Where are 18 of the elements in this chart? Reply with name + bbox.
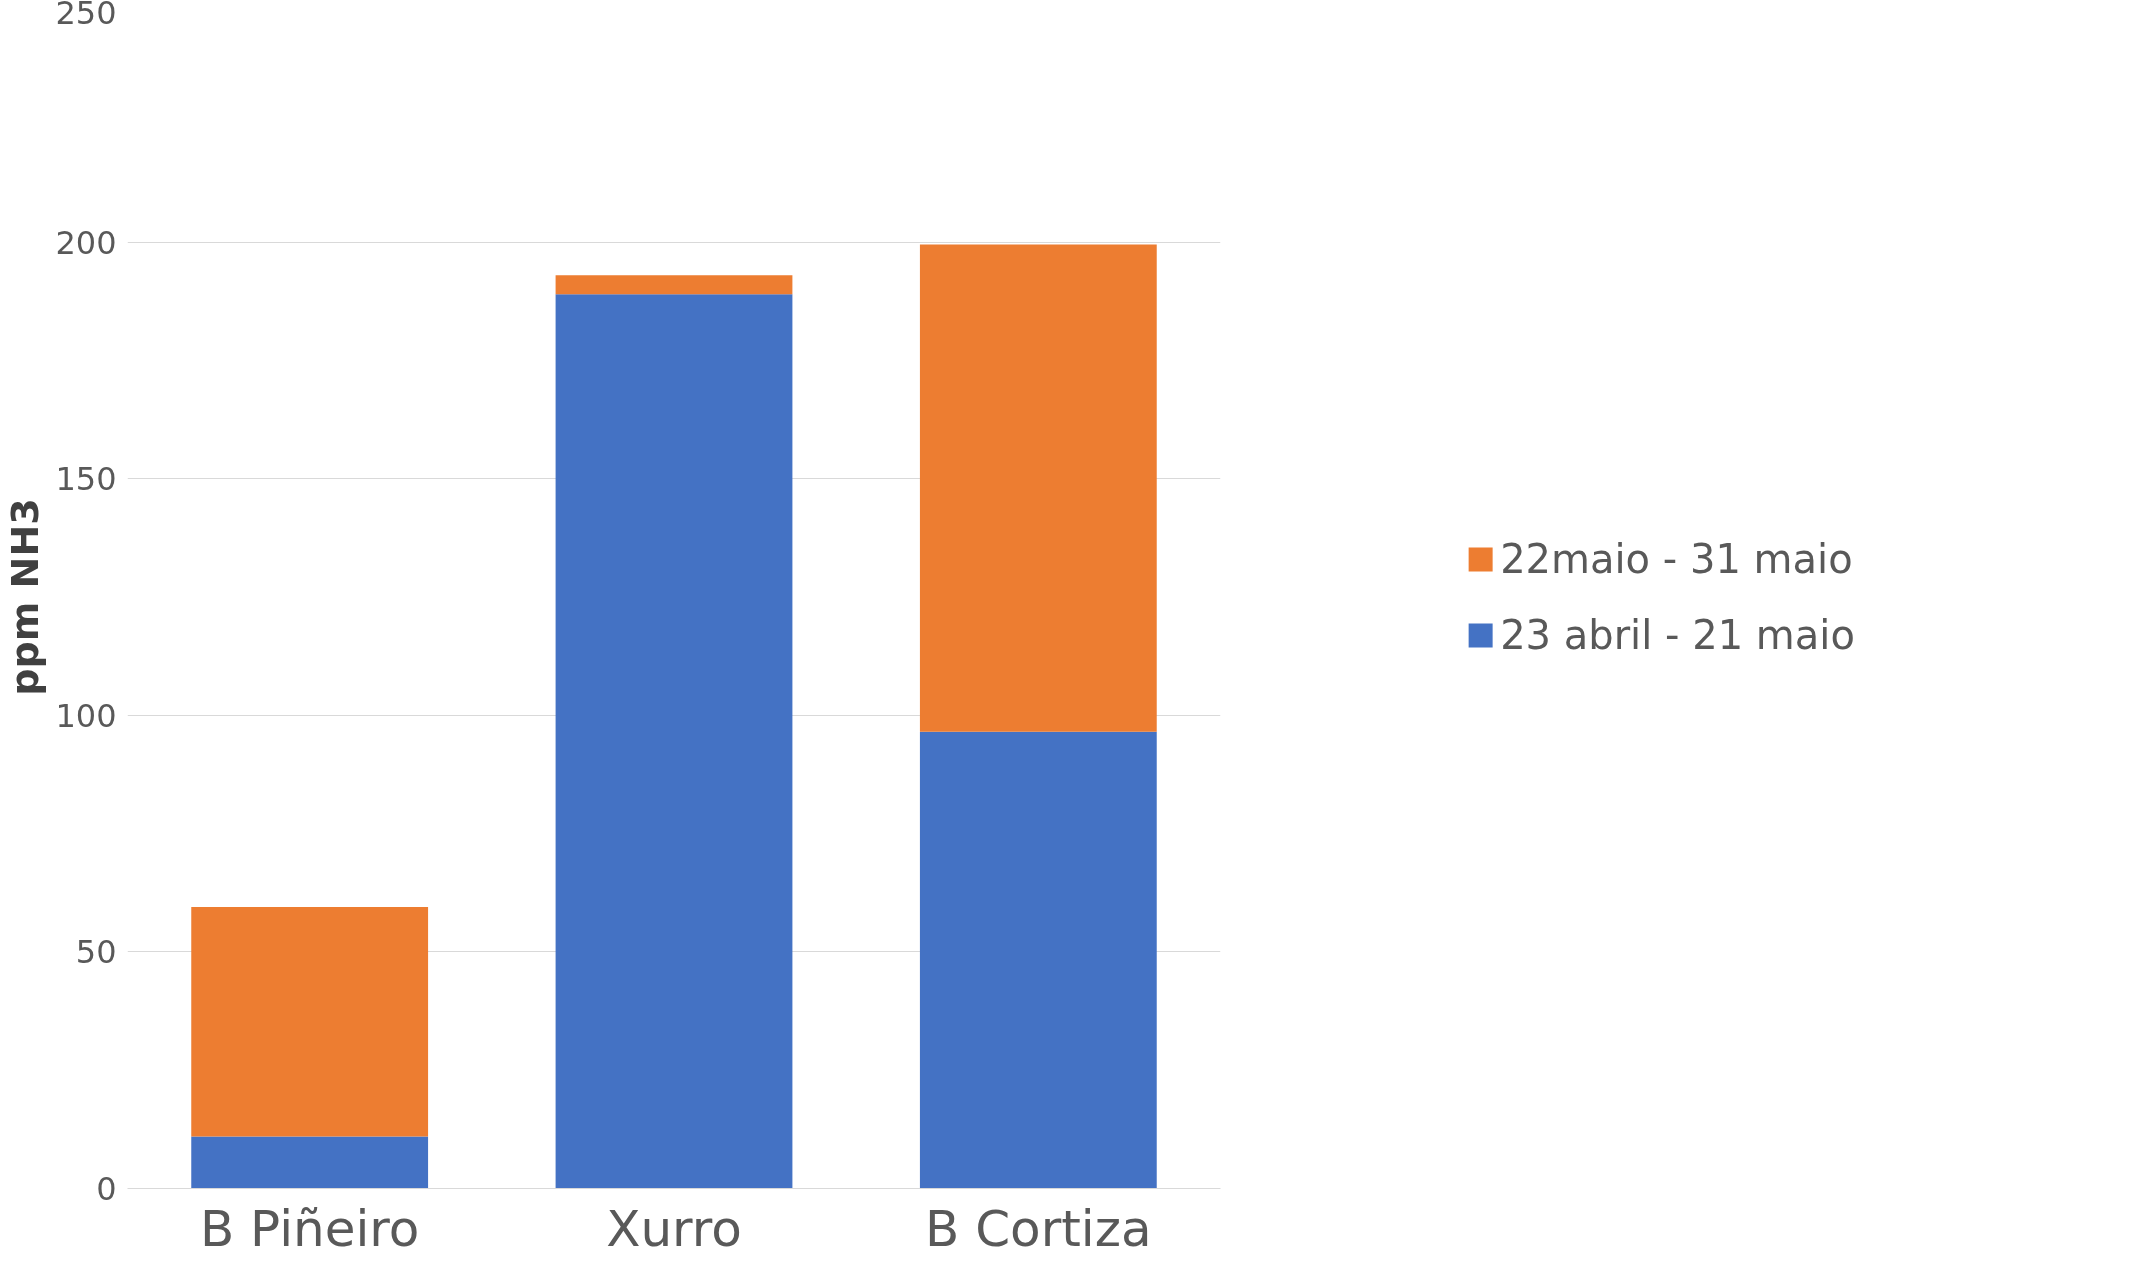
x-tick-label: Xurro	[606, 1199, 742, 1258]
y-tick-label: 100	[55, 696, 117, 735]
x-tick-label: B Cortiza	[925, 1199, 1152, 1258]
bar	[555, 294, 793, 1189]
bar	[555, 275, 793, 295]
bar	[191, 1136, 429, 1189]
legend-label: 23 abril - 21 maio	[1500, 611, 1855, 658]
y-tick-label: 50	[75, 933, 117, 972]
y-tick-label: 150	[55, 460, 117, 499]
bar	[919, 244, 1157, 732]
x-tick-label: B Piñeiro	[199, 1199, 420, 1258]
y-tick-label: 250	[55, 0, 117, 32]
y-axis-title: ppm NH3	[3, 498, 48, 696]
legend-label: 22maio - 31 maio	[1500, 535, 1853, 582]
bar	[919, 731, 1157, 1189]
y-tick-label: 0	[96, 1170, 117, 1208]
y-tick-label: 200	[55, 223, 117, 262]
bar	[191, 906, 429, 1137]
